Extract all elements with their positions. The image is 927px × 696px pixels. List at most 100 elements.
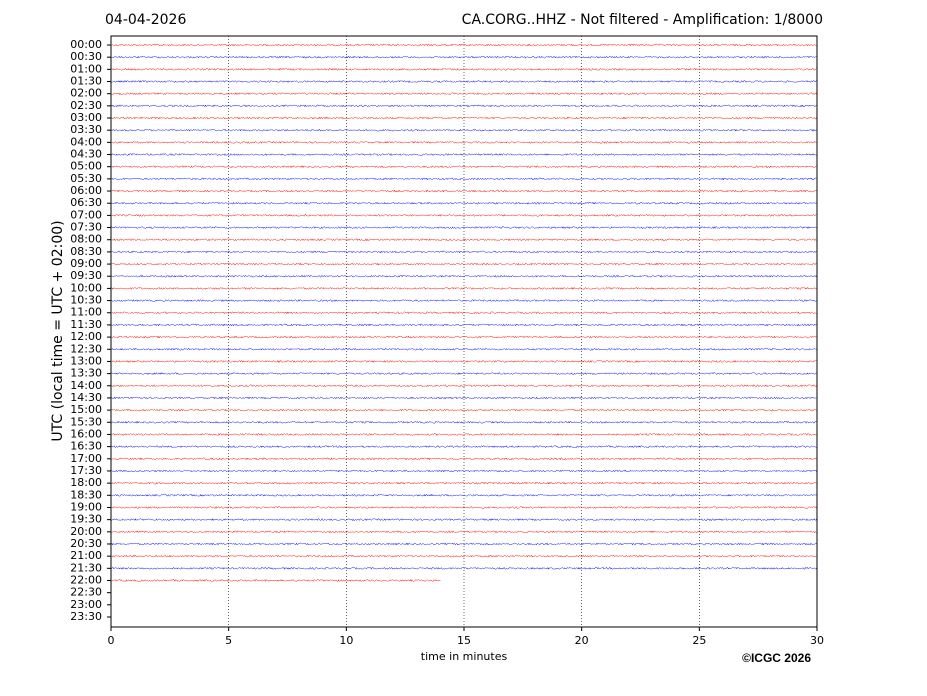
seismic-trace (110, 384, 818, 388)
seismic-trace (110, 189, 818, 193)
seismic-trace (110, 140, 818, 144)
y-tick-label: 03:30 (70, 123, 102, 136)
y-tick-label: 06:00 (70, 184, 102, 197)
x-tick-label: 25 (692, 634, 706, 647)
seismic-trace (110, 80, 818, 84)
seismic-trace (110, 432, 818, 436)
seismic-trace (110, 323, 818, 327)
seismic-trace (110, 566, 818, 570)
x-axis-label: time in minutes (421, 650, 508, 663)
seismic-trace (110, 311, 818, 315)
x-tick-label: 30 (810, 634, 824, 647)
seismic-trace (110, 177, 818, 181)
seismic-trace (110, 518, 818, 522)
y-tick-label: 09:00 (70, 257, 102, 270)
seismic-trace (110, 262, 818, 266)
seismic-trace (110, 250, 818, 254)
copyright: ©ICGC 2026 (742, 651, 811, 665)
y-tick-label: 15:00 (70, 403, 102, 416)
y-tick-label: 14:30 (70, 391, 102, 404)
seismic-trace (110, 359, 818, 363)
seismic-trace (110, 408, 818, 412)
y-tick-label: 21:30 (70, 561, 102, 574)
y-tick-label: 08:00 (70, 233, 102, 246)
seismic-trace (110, 67, 818, 71)
y-tick-label: 11:30 (70, 318, 102, 331)
x-tick-label: 10 (339, 634, 353, 647)
seismic-trace (110, 530, 818, 534)
y-tick-label: 04:30 (70, 148, 102, 161)
seismic-trace (110, 554, 818, 558)
seismic-trace (110, 347, 818, 351)
seismic-trace (110, 299, 818, 303)
y-tick-label: 13:00 (70, 354, 102, 367)
y-tick-label: 17:30 (70, 464, 102, 477)
seismic-trace (110, 578, 441, 583)
y-tick-label: 04:00 (70, 135, 102, 148)
y-tick-label: 12:00 (70, 330, 102, 343)
seismic-trace (110, 128, 818, 132)
seismic-trace (110, 116, 818, 120)
y-tick-label: 09:30 (70, 269, 102, 282)
x-tick-label: 15 (457, 634, 471, 647)
y-tick-label: 10:00 (70, 281, 102, 294)
y-tick-label: 10:30 (70, 294, 102, 307)
seismic-trace (110, 165, 818, 169)
seismic-trace (110, 43, 818, 47)
y-tick-label: 22:30 (70, 586, 102, 599)
y-tick-label: 23:00 (70, 598, 102, 611)
y-tick-label: 16:00 (70, 427, 102, 440)
x-tick-label: 0 (108, 634, 115, 647)
y-tick-label: 11:00 (70, 306, 102, 319)
y-axis-label: UTC (local time = UTC + 02:00) (50, 220, 66, 441)
x-tick-label: 5 (225, 634, 232, 647)
y-tick-label: 19:30 (70, 513, 102, 526)
seismic-trace (110, 481, 818, 485)
y-tick-label: 21:00 (70, 549, 102, 562)
y-tick-label: 00:00 (70, 38, 102, 51)
y-tick-label: 03:00 (70, 111, 102, 124)
chart-title: 04-04-2026 (105, 12, 186, 28)
y-tick-label: 08:30 (70, 245, 102, 258)
seismic-trace (110, 420, 818, 424)
plot-frame (110, 35, 818, 628)
y-tick-label: 13:30 (70, 367, 102, 380)
y-tick-label: 05:00 (70, 160, 102, 173)
y-tick-label: 07:30 (70, 221, 102, 234)
y-tick-label: 18:30 (70, 488, 102, 501)
seismic-trace (110, 372, 818, 376)
seismic-trace (110, 457, 818, 461)
y-tick-label: 22:00 (70, 573, 102, 586)
y-tick-label: 07:00 (70, 208, 102, 221)
seismic-trace (110, 213, 818, 217)
y-tick-label: 06:30 (70, 196, 102, 209)
y-tick-label: 18:00 (70, 476, 102, 489)
seismic-trace (110, 104, 818, 108)
seismic-trace (110, 505, 818, 509)
seismic-trace (110, 493, 818, 497)
y-tick-label: 01:30 (70, 75, 102, 88)
seismic-trace (110, 335, 818, 339)
seismic-trace (110, 201, 818, 205)
seismic-trace (110, 396, 818, 400)
y-tick-label: 17:00 (70, 452, 102, 465)
chart-subtitle: CA.CORG..HHZ - Not filtered - Amplificat… (462, 12, 823, 28)
y-tick-label: 16:30 (70, 440, 102, 453)
seismic-trace (110, 226, 818, 230)
y-tick-label: 00:30 (70, 50, 102, 63)
seismic-trace (110, 92, 818, 96)
seismic-trace (110, 152, 818, 157)
seismic-trace (110, 542, 818, 546)
y-tick-label: 05:30 (70, 172, 102, 185)
y-tick-label: 20:00 (70, 525, 102, 538)
y-tick-label: 19:00 (70, 500, 102, 513)
x-tick-label: 20 (575, 634, 589, 647)
seismic-trace (110, 274, 818, 278)
y-tick-label: 02:30 (70, 99, 102, 112)
seismic-trace (110, 469, 818, 473)
y-tick-label: 02:00 (70, 87, 102, 100)
seismic-trace (110, 55, 818, 59)
seismic-trace (110, 286, 818, 290)
y-tick-label: 12:30 (70, 342, 102, 355)
